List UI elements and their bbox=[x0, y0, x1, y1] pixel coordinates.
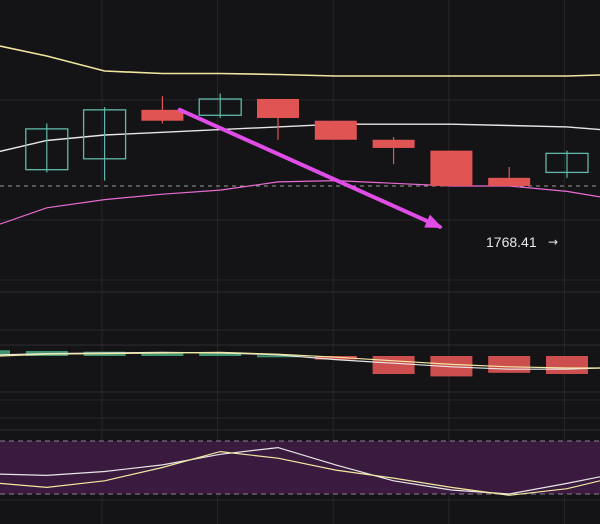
rsi-line-yellow bbox=[0, 450, 600, 496]
candle-down bbox=[430, 150, 473, 186]
macd-histogram-bar bbox=[257, 355, 299, 358]
middle-band-line bbox=[0, 123, 600, 153]
candle-down bbox=[257, 98, 299, 119]
last-price-label: 1768.41 bbox=[486, 234, 537, 250]
candle-up bbox=[82, 109, 127, 160]
candle-down bbox=[488, 177, 531, 186]
upper-band-line bbox=[0, 45, 600, 77]
macd-histogram-bar bbox=[372, 356, 415, 374]
trend-arrow-head bbox=[424, 214, 443, 229]
right-arrow-icon: → bbox=[548, 235, 559, 249]
candle-up bbox=[198, 98, 242, 116]
candle-up bbox=[545, 152, 589, 174]
candle-up bbox=[25, 128, 69, 171]
rsi-line-white bbox=[0, 446, 600, 495]
lower-band-line bbox=[0, 179, 600, 225]
macd-histogram-bar bbox=[488, 356, 531, 373]
macd-signal-line bbox=[0, 351, 600, 369]
rsi-band bbox=[0, 441, 600, 494]
candle-down bbox=[372, 139, 415, 148]
macd-histogram-bar bbox=[546, 356, 588, 374]
candle-down bbox=[141, 109, 184, 121]
macd-histogram-bar bbox=[141, 352, 184, 356]
macd-histogram-bar bbox=[0, 350, 10, 356]
macd-histogram-bar bbox=[199, 352, 242, 356]
candle-down bbox=[314, 120, 357, 140]
trend-arrow-line bbox=[177, 107, 442, 229]
